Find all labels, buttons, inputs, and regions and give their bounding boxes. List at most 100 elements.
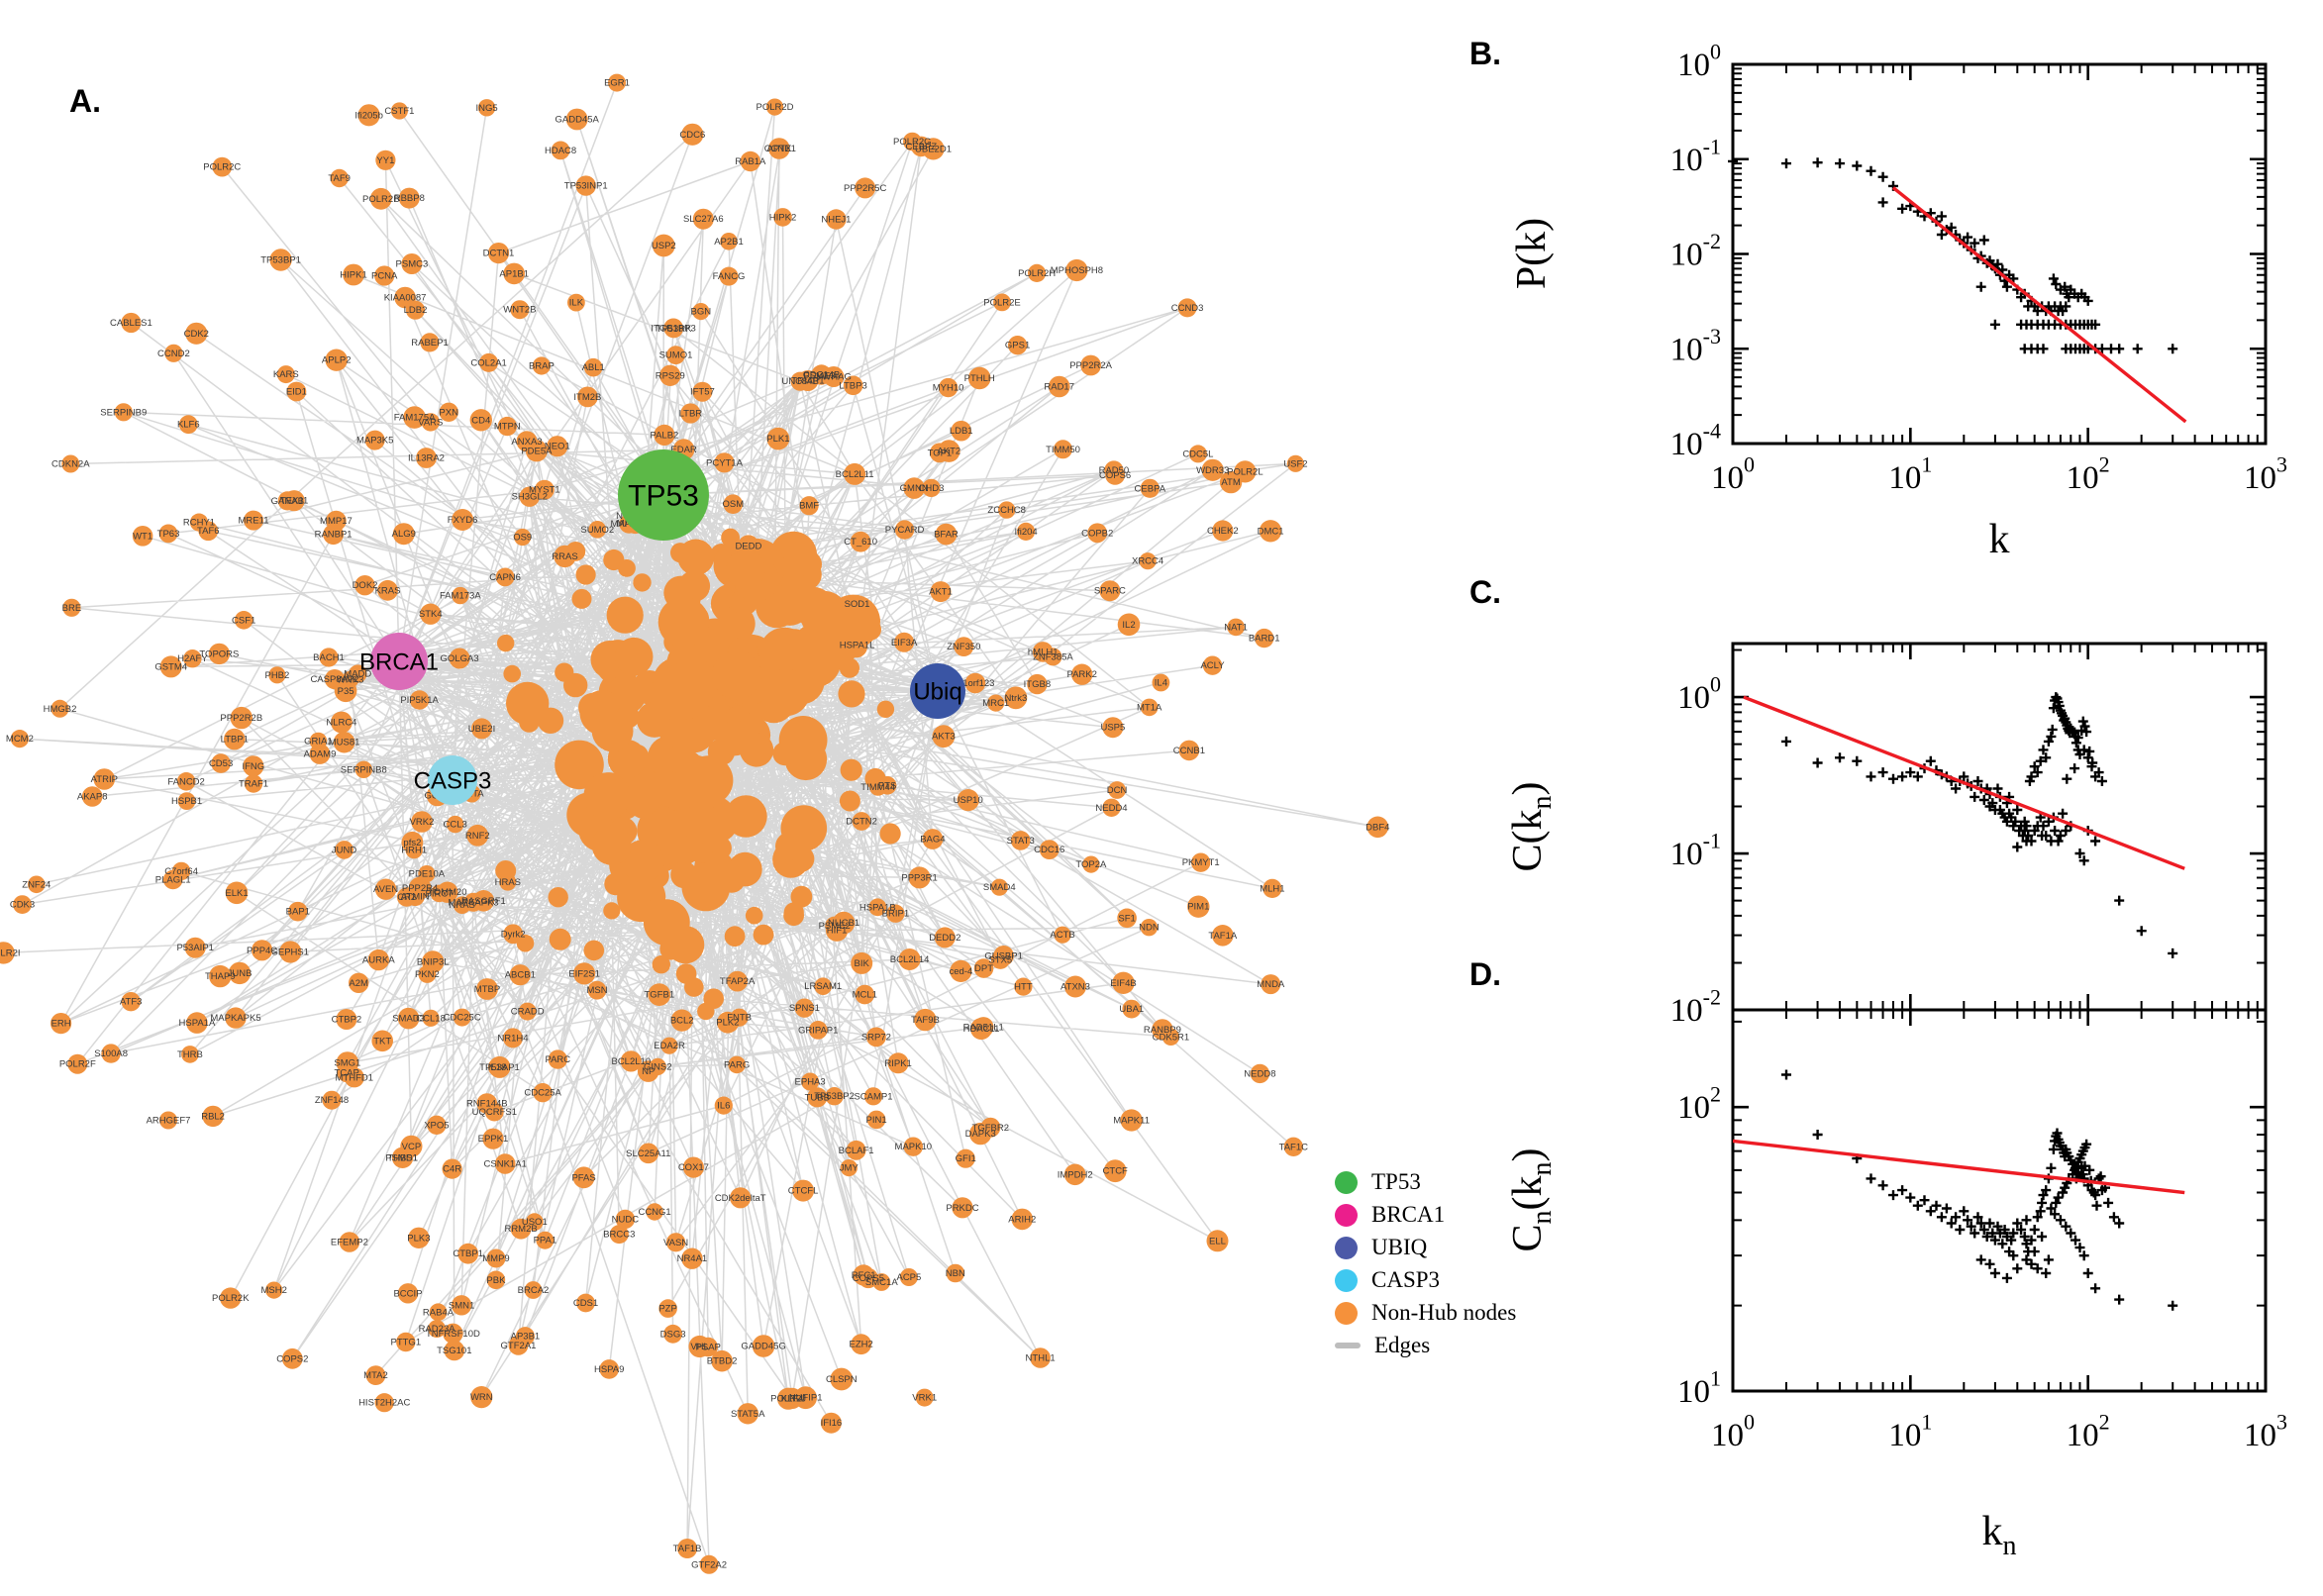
network-node: [1065, 258, 1088, 282]
legend-item-tp53: TP53: [1335, 1169, 1516, 1194]
network-node: [252, 940, 273, 961]
node-label: SMC1A: [865, 1277, 898, 1288]
node-label: ATF3: [120, 997, 143, 1008]
network-node: [844, 462, 866, 485]
node-label: WNK3: [337, 674, 363, 685]
network-node: [614, 637, 654, 676]
network-node: [476, 978, 498, 1000]
network-node: [62, 598, 81, 617]
network-node: [723, 494, 744, 514]
node-label: TAF9: [328, 173, 351, 184]
node-label: THBS1: [387, 1152, 418, 1163]
network-node: [998, 501, 1016, 519]
node-label: PKN2: [415, 969, 440, 980]
network-node: [202, 1105, 224, 1128]
node-label: GTF2A2: [691, 1559, 727, 1570]
network-node-labels: CDK5R1PTTG1SERPINB9PIP5K1APIN1PRTN3HIF1T…: [0, 78, 1389, 1571]
node-label: TP63: [157, 529, 180, 540]
node-label: LTBR: [679, 409, 703, 420]
network-node: [225, 1007, 247, 1029]
network-node: [1039, 840, 1060, 859]
node-label: PIP5K1A: [400, 695, 439, 706]
node-label: C7orf64: [164, 866, 198, 877]
node-label: ZNF24: [22, 879, 50, 890]
network-node: [714, 452, 735, 473]
network-node: [1048, 375, 1070, 398]
network-node: [950, 959, 972, 983]
node-label: PSAP: [696, 1343, 721, 1353]
network-node: [1140, 698, 1159, 717]
network-node: [503, 262, 525, 285]
network-node: [775, 832, 804, 860]
node-label: VARS: [418, 417, 443, 428]
network-node: [265, 1281, 283, 1299]
node-label: WDR33: [1196, 465, 1229, 476]
node-label: GRIPAP1: [798, 1025, 838, 1036]
network-node: [712, 649, 761, 700]
legend-label: TP53: [1371, 1169, 1421, 1194]
panel-c: 100 10-1 10-2 C(kn): [1505, 642, 2268, 1029]
node-label: BFAR: [934, 530, 959, 541]
network-node: [1014, 977, 1033, 996]
network-node: [699, 1554, 719, 1574]
network-node: [510, 300, 530, 320]
network-node: [1082, 855, 1100, 873]
network-node: [990, 949, 1010, 969]
node-label: SOD1: [845, 599, 870, 610]
node-label: UBE2D1: [915, 144, 952, 154]
hub-label-CASP3: CASP3: [414, 767, 492, 794]
node-label: GINS2: [644, 1061, 672, 1072]
network-node: [309, 744, 331, 764]
node-label: BCLAF1: [839, 1146, 874, 1156]
node-label: UBE2I: [468, 724, 495, 735]
node-label: PSME2: [819, 921, 851, 932]
node-label: SRP72: [861, 1032, 891, 1043]
node-label: COPS5: [853, 1273, 884, 1284]
network-node: [509, 964, 531, 986]
legend-item-edges: Edges: [1335, 1333, 1516, 1357]
network-node: [371, 1030, 394, 1052]
network-node: [524, 1281, 543, 1299]
node-label: ERH: [51, 1019, 71, 1030]
node-label: GMNN: [900, 483, 929, 494]
node-label: TP53AP1: [479, 1062, 520, 1073]
node-label: TRAF1: [239, 779, 268, 790]
network-node: [1178, 740, 1200, 761]
network-node: [565, 542, 586, 561]
hub-node-UBIQ: [910, 663, 965, 719]
minor-ticks: [1733, 64, 2266, 444]
network-node: [1007, 336, 1028, 355]
axes-frame: [1731, 1008, 2268, 1393]
network-node: [390, 102, 408, 120]
network-node: [158, 524, 178, 544]
network-node: [692, 381, 713, 402]
network-node: [1140, 919, 1159, 937]
network-node: [664, 745, 694, 774]
network-node: [908, 866, 931, 889]
node-label: DAPK3: [965, 1129, 996, 1140]
node-label: PTS: [878, 780, 896, 791]
network-node: [279, 941, 302, 963]
node-label: HIPK2: [769, 212, 796, 223]
node-label: TAF6: [197, 526, 220, 537]
network-node: [973, 958, 994, 978]
node-label: PPA1: [534, 1236, 557, 1247]
network-node: [575, 175, 596, 196]
node-label: HDAC11: [963, 1024, 1000, 1035]
x-tick-label: 100: [1711, 1410, 1755, 1454]
node-label: POLR2J: [770, 1394, 806, 1405]
node-label: COL2A1: [470, 357, 506, 368]
node-label: MAPKAPK3: [448, 897, 498, 908]
network-node: [333, 731, 355, 753]
node-label: CLSPN: [826, 1374, 858, 1385]
network-node: [67, 1053, 88, 1074]
node-label: CDK3: [10, 900, 35, 911]
node-label: PLK2: [716, 1018, 739, 1029]
node-label: ACLY: [1200, 660, 1225, 671]
network-node: [571, 588, 592, 609]
panel-a-label: A.: [69, 83, 101, 119]
node-label: RANBP9: [1144, 1025, 1181, 1036]
node-label: EPPK1: [478, 1134, 509, 1145]
node-label: PPP2R5C: [844, 183, 886, 194]
minor-ticks: [1733, 1010, 2266, 1391]
